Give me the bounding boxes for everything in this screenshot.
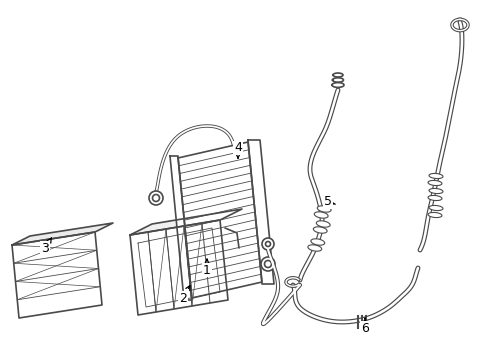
Text: 4: 4 — [234, 141, 242, 158]
Polygon shape — [12, 223, 113, 245]
Polygon shape — [130, 209, 242, 235]
Polygon shape — [130, 220, 227, 315]
Circle shape — [264, 261, 271, 267]
Ellipse shape — [307, 245, 321, 251]
Text: 6: 6 — [360, 318, 368, 334]
Ellipse shape — [428, 206, 442, 211]
Polygon shape — [178, 142, 262, 298]
Polygon shape — [170, 156, 192, 300]
Ellipse shape — [427, 195, 441, 201]
Text: 5: 5 — [324, 195, 335, 208]
Circle shape — [261, 257, 274, 271]
Polygon shape — [12, 232, 102, 318]
Ellipse shape — [314, 212, 327, 218]
Ellipse shape — [313, 227, 326, 233]
Circle shape — [265, 242, 270, 247]
Ellipse shape — [316, 221, 329, 227]
Ellipse shape — [427, 180, 441, 185]
Ellipse shape — [427, 212, 441, 217]
Polygon shape — [247, 140, 273, 284]
Text: 1: 1 — [203, 259, 210, 276]
Circle shape — [262, 238, 273, 250]
Text: 2: 2 — [179, 285, 189, 305]
Circle shape — [149, 191, 163, 205]
Ellipse shape — [317, 206, 330, 212]
Text: 3: 3 — [41, 238, 51, 255]
Circle shape — [152, 194, 159, 202]
Ellipse shape — [310, 239, 324, 245]
Ellipse shape — [428, 188, 442, 194]
Ellipse shape — [428, 174, 442, 179]
